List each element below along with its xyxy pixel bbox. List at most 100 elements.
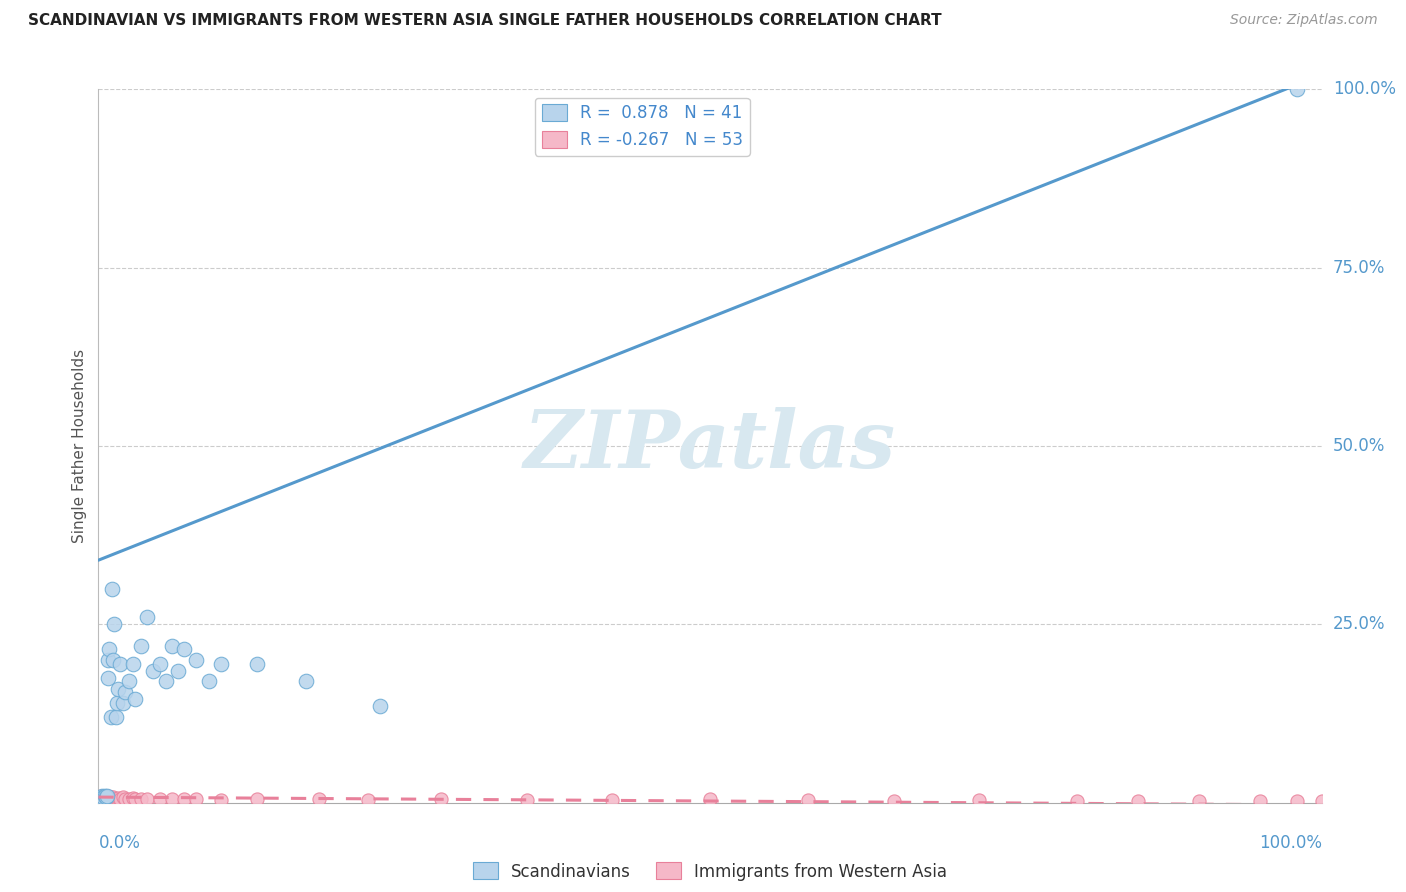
Point bbox=[118, 791, 141, 805]
Point bbox=[368, 699, 391, 714]
Point bbox=[91, 790, 114, 805]
Text: 0.0%: 0.0% bbox=[98, 834, 141, 852]
Point bbox=[186, 791, 208, 805]
Point bbox=[101, 792, 124, 806]
Point bbox=[149, 791, 172, 805]
Point bbox=[356, 793, 378, 807]
Point bbox=[1286, 82, 1309, 96]
Point bbox=[90, 792, 112, 806]
Point bbox=[100, 790, 122, 805]
Y-axis label: Single Father Households: Single Father Households bbox=[72, 349, 87, 543]
Point bbox=[121, 790, 143, 805]
Point bbox=[209, 793, 232, 807]
Text: ZIPatlas: ZIPatlas bbox=[524, 408, 896, 484]
Point bbox=[308, 792, 330, 806]
Point bbox=[430, 792, 453, 806]
Point bbox=[1188, 794, 1211, 808]
Point bbox=[121, 657, 143, 671]
Point bbox=[515, 793, 537, 807]
Point bbox=[124, 692, 146, 706]
Point bbox=[91, 792, 114, 806]
Point bbox=[91, 792, 114, 806]
Point bbox=[91, 790, 114, 805]
Point bbox=[94, 790, 117, 805]
Point bbox=[104, 710, 127, 724]
Point bbox=[101, 790, 124, 805]
Point bbox=[103, 617, 125, 632]
Point bbox=[136, 792, 159, 806]
Point bbox=[246, 792, 269, 806]
Point bbox=[149, 657, 172, 671]
Point bbox=[96, 789, 118, 803]
Point bbox=[160, 792, 183, 806]
Point bbox=[111, 696, 134, 710]
Point bbox=[93, 790, 115, 805]
Point bbox=[101, 582, 124, 596]
Point bbox=[110, 657, 132, 671]
Text: SCANDINAVIAN VS IMMIGRANTS FROM WESTERN ASIA SINGLE FATHER HOUSEHOLDS CORRELATIO: SCANDINAVIAN VS IMMIGRANTS FROM WESTERN … bbox=[28, 13, 942, 29]
Point bbox=[209, 657, 232, 671]
Point bbox=[89, 792, 111, 806]
Point bbox=[93, 792, 115, 806]
Point bbox=[1066, 794, 1088, 808]
Point bbox=[96, 790, 118, 805]
Point bbox=[124, 792, 146, 806]
Point bbox=[97, 653, 120, 667]
Text: 75.0%: 75.0% bbox=[1333, 259, 1385, 277]
Point bbox=[129, 791, 152, 805]
Point bbox=[91, 792, 114, 806]
Point bbox=[1286, 794, 1309, 808]
Point bbox=[699, 792, 721, 806]
Point bbox=[97, 789, 120, 803]
Point bbox=[1249, 794, 1271, 808]
Point bbox=[1310, 794, 1333, 808]
Point bbox=[91, 792, 114, 806]
Point bbox=[246, 657, 269, 671]
Point bbox=[91, 789, 114, 803]
Point bbox=[967, 793, 990, 807]
Point bbox=[110, 791, 132, 805]
Text: 25.0%: 25.0% bbox=[1333, 615, 1385, 633]
Point bbox=[107, 790, 129, 805]
Point bbox=[96, 792, 118, 806]
Text: 100.0%: 100.0% bbox=[1258, 834, 1322, 852]
Point bbox=[160, 639, 183, 653]
Point bbox=[114, 685, 136, 699]
Point bbox=[155, 674, 177, 689]
Point bbox=[97, 671, 120, 685]
Point bbox=[1128, 794, 1150, 808]
Text: Source: ZipAtlas.com: Source: ZipAtlas.com bbox=[1230, 13, 1378, 28]
Point bbox=[97, 791, 120, 805]
Point bbox=[91, 789, 114, 803]
Point bbox=[105, 696, 128, 710]
Point bbox=[103, 791, 125, 805]
Point bbox=[90, 790, 112, 805]
Point bbox=[107, 681, 129, 696]
Point bbox=[105, 792, 128, 806]
Point bbox=[167, 664, 190, 678]
Point bbox=[173, 792, 195, 806]
Point bbox=[90, 789, 112, 803]
Point bbox=[100, 790, 122, 805]
Point bbox=[89, 792, 111, 806]
Point bbox=[142, 664, 165, 678]
Point bbox=[101, 653, 124, 667]
Point bbox=[94, 789, 117, 803]
Point bbox=[797, 793, 820, 807]
Text: 100.0%: 100.0% bbox=[1333, 80, 1396, 98]
Point bbox=[111, 790, 134, 805]
Point bbox=[90, 791, 112, 805]
Point bbox=[94, 790, 117, 805]
Point bbox=[98, 792, 121, 806]
Point bbox=[118, 674, 141, 689]
Point bbox=[100, 710, 122, 724]
Point bbox=[93, 789, 115, 803]
Legend: Scandinavians, Immigrants from Western Asia: Scandinavians, Immigrants from Western A… bbox=[467, 855, 953, 888]
Point bbox=[186, 653, 208, 667]
Text: 50.0%: 50.0% bbox=[1333, 437, 1385, 455]
Point bbox=[883, 794, 905, 808]
Point bbox=[295, 674, 318, 689]
Point bbox=[136, 610, 159, 624]
Point bbox=[114, 792, 136, 806]
Point bbox=[173, 642, 195, 657]
